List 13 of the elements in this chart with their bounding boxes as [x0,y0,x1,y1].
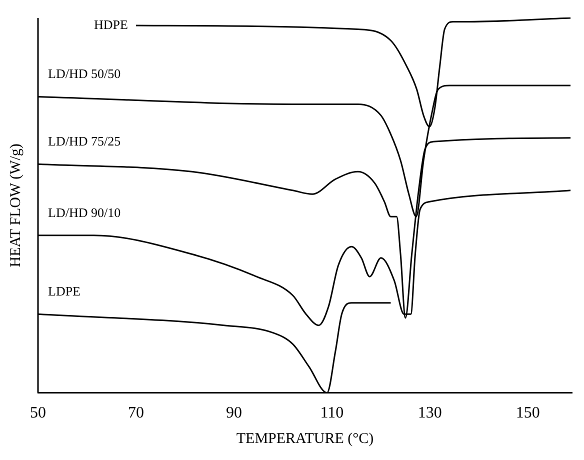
y-axis-title: HEAT FLOW (W/g) [8,144,24,268]
series-label: LD/HD 75/25 [48,134,121,149]
x-tick-label: 130 [418,404,442,422]
x-tick-label: 50 [30,404,46,422]
x-tick-label: 150 [516,404,540,422]
x-tick-label: 110 [320,404,344,422]
series-label: LD/HD 50/50 [48,66,121,82]
x-tick-label: 90 [226,404,242,422]
series-label: LDPE [48,284,81,299]
x-tick-label: 70 [128,404,144,422]
series-label: HDPE [94,16,128,32]
series-label: LD/HD 90/10 [48,204,121,220]
x-axis-title: TEMPERATURE (°C) [236,430,374,447]
